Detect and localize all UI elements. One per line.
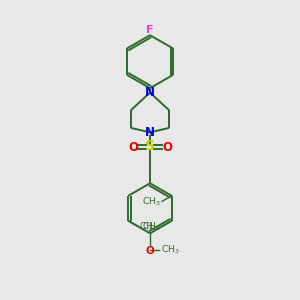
Text: N: N <box>145 126 155 139</box>
Text: S: S <box>145 140 155 154</box>
Text: O: O <box>128 141 138 154</box>
Text: CH$_3$: CH$_3$ <box>140 220 158 233</box>
Text: CH$_3$: CH$_3$ <box>161 244 180 256</box>
Text: O: O <box>162 141 172 154</box>
Text: O: O <box>146 246 154 256</box>
Text: N: N <box>145 86 155 99</box>
Text: F: F <box>146 25 154 35</box>
Text: CH$_3$: CH$_3$ <box>142 195 161 208</box>
Text: CH$_3$: CH$_3$ <box>142 220 161 233</box>
